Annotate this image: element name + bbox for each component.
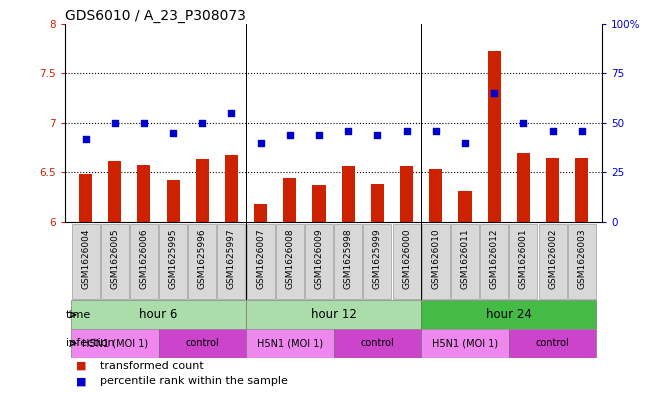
- FancyBboxPatch shape: [305, 224, 333, 299]
- Text: ■: ■: [76, 360, 87, 371]
- Bar: [488, 51, 501, 222]
- Bar: [400, 166, 413, 222]
- Text: GSM1626010: GSM1626010: [432, 228, 440, 289]
- FancyBboxPatch shape: [509, 329, 596, 358]
- Point: [402, 128, 412, 134]
- Point: [168, 130, 178, 136]
- Text: GSM1626002: GSM1626002: [548, 228, 557, 289]
- Text: GSM1626007: GSM1626007: [256, 228, 265, 289]
- Text: percentile rank within the sample: percentile rank within the sample: [100, 376, 288, 386]
- Bar: [517, 152, 530, 222]
- FancyBboxPatch shape: [246, 300, 421, 329]
- FancyBboxPatch shape: [71, 300, 246, 329]
- FancyBboxPatch shape: [130, 224, 158, 299]
- Bar: [342, 166, 355, 222]
- FancyBboxPatch shape: [334, 329, 421, 358]
- Bar: [108, 162, 121, 222]
- Text: hour 24: hour 24: [486, 308, 532, 321]
- Text: GSM1626004: GSM1626004: [81, 228, 90, 289]
- FancyBboxPatch shape: [421, 300, 596, 329]
- Text: hour 12: hour 12: [311, 308, 357, 321]
- Point: [577, 128, 587, 134]
- Point: [460, 140, 470, 146]
- Point: [372, 132, 383, 138]
- Text: hour 6: hour 6: [139, 308, 178, 321]
- Text: infection: infection: [66, 338, 115, 348]
- FancyBboxPatch shape: [480, 224, 508, 299]
- Bar: [575, 158, 589, 222]
- Point: [197, 119, 208, 126]
- Text: H5N1 (MOI 1): H5N1 (MOI 1): [432, 338, 498, 348]
- FancyBboxPatch shape: [393, 224, 421, 299]
- Text: control: control: [186, 338, 219, 348]
- Bar: [546, 158, 559, 222]
- Point: [109, 119, 120, 126]
- Bar: [225, 154, 238, 222]
- FancyBboxPatch shape: [509, 224, 537, 299]
- Point: [430, 128, 441, 134]
- Bar: [137, 165, 150, 222]
- Text: GSM1626000: GSM1626000: [402, 228, 411, 289]
- Text: GSM1626001: GSM1626001: [519, 228, 528, 289]
- Bar: [196, 160, 209, 222]
- Text: control: control: [361, 338, 395, 348]
- FancyBboxPatch shape: [246, 329, 334, 358]
- Text: H5N1 (MOI 1): H5N1 (MOI 1): [256, 338, 323, 348]
- FancyBboxPatch shape: [101, 224, 129, 299]
- Point: [80, 136, 90, 142]
- Text: GSM1626008: GSM1626008: [285, 228, 294, 289]
- Text: ■: ■: [76, 376, 87, 386]
- Bar: [312, 185, 326, 222]
- Point: [255, 140, 266, 146]
- Bar: [167, 180, 180, 222]
- Point: [284, 132, 295, 138]
- FancyBboxPatch shape: [217, 224, 245, 299]
- Text: transformed count: transformed count: [100, 360, 204, 371]
- Text: GSM1626012: GSM1626012: [490, 228, 499, 289]
- FancyBboxPatch shape: [334, 224, 362, 299]
- Point: [547, 128, 558, 134]
- Text: GSM1625997: GSM1625997: [227, 228, 236, 289]
- FancyBboxPatch shape: [451, 224, 479, 299]
- FancyBboxPatch shape: [188, 224, 216, 299]
- Text: GSM1625996: GSM1625996: [198, 228, 207, 289]
- Text: control: control: [536, 338, 570, 348]
- Text: GSM1626005: GSM1626005: [110, 228, 119, 289]
- FancyBboxPatch shape: [421, 329, 509, 358]
- Bar: [429, 169, 443, 222]
- FancyBboxPatch shape: [276, 224, 304, 299]
- Point: [314, 132, 324, 138]
- Point: [227, 110, 237, 116]
- Text: GSM1625999: GSM1625999: [373, 228, 382, 289]
- Bar: [254, 204, 267, 222]
- Bar: [458, 191, 471, 222]
- Text: GSM1625995: GSM1625995: [169, 228, 178, 289]
- Point: [139, 119, 149, 126]
- Text: GSM1626006: GSM1626006: [139, 228, 148, 289]
- Text: GDS6010 / A_23_P308073: GDS6010 / A_23_P308073: [65, 9, 246, 22]
- Bar: [283, 178, 296, 222]
- Point: [343, 128, 353, 134]
- FancyBboxPatch shape: [158, 329, 246, 358]
- FancyBboxPatch shape: [71, 329, 158, 358]
- FancyBboxPatch shape: [363, 224, 391, 299]
- FancyBboxPatch shape: [422, 224, 450, 299]
- Bar: [79, 174, 92, 222]
- FancyBboxPatch shape: [247, 224, 275, 299]
- Point: [489, 90, 499, 96]
- FancyBboxPatch shape: [159, 224, 187, 299]
- FancyBboxPatch shape: [538, 224, 566, 299]
- Bar: [371, 184, 384, 222]
- Text: time: time: [66, 310, 91, 320]
- Text: GSM1626009: GSM1626009: [314, 228, 324, 289]
- Text: GSM1625998: GSM1625998: [344, 228, 353, 289]
- Text: GSM1626003: GSM1626003: [577, 228, 587, 289]
- Point: [518, 119, 529, 126]
- Text: H5N1 (MOI 1): H5N1 (MOI 1): [81, 338, 148, 348]
- FancyBboxPatch shape: [72, 224, 100, 299]
- Text: GSM1626011: GSM1626011: [460, 228, 469, 289]
- FancyBboxPatch shape: [568, 224, 596, 299]
